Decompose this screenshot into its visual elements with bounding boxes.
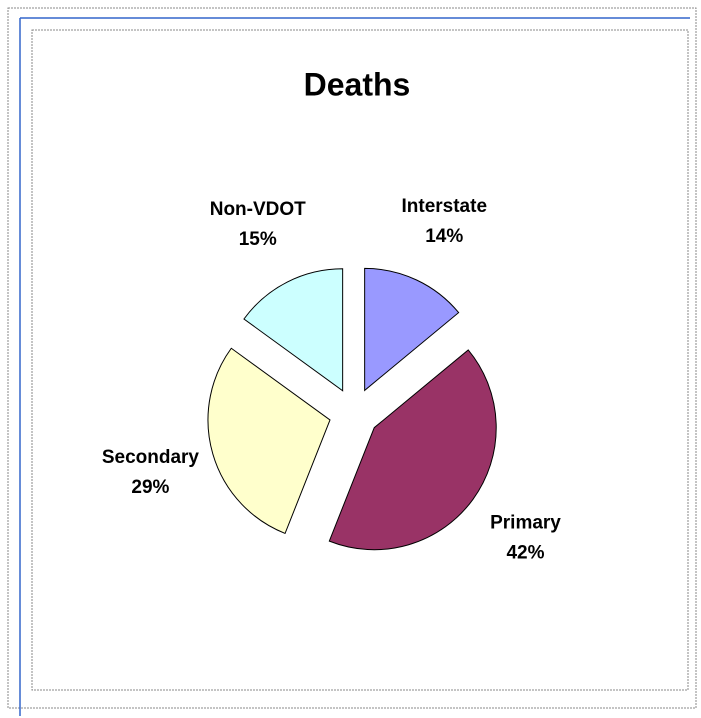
slice-name: Primary [490,513,561,534]
slice-label: 29% [131,477,169,498]
pie-slice [364,267,460,392]
pie-slice [207,347,331,535]
pie-slice [328,349,497,551]
slice-label: 42% [506,543,544,564]
slice-name: Interstate [401,196,487,217]
slice-label: 14% [425,226,463,247]
slice-name: Non-VDOT [210,199,306,220]
pie-slice [243,268,344,392]
plot-frame [31,29,689,691]
outer-frame [7,7,697,709]
chart-title: Deaths [304,66,411,102]
slice-name: Secondary [102,447,200,468]
slice-label: 15% [239,229,277,250]
